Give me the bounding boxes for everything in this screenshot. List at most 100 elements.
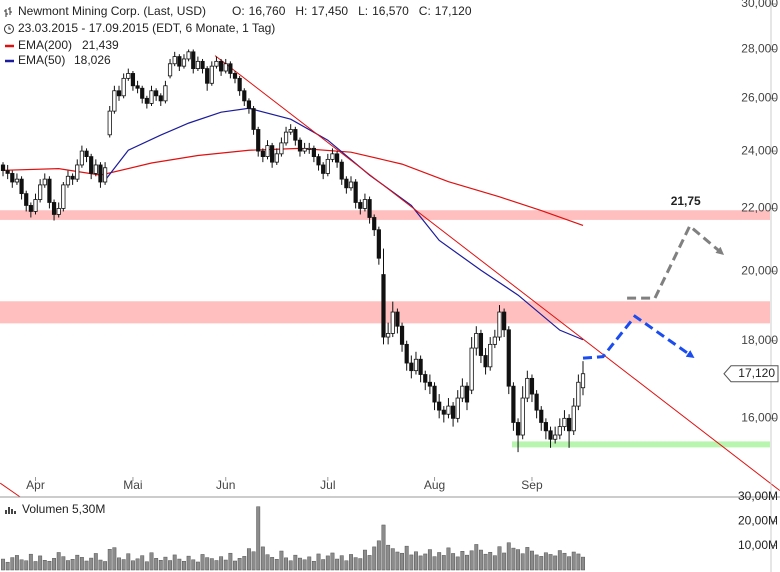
volume-bar	[567, 556, 572, 571]
candle-body	[279, 142, 284, 155]
volume-bar	[168, 560, 173, 571]
candle-body	[79, 150, 84, 166]
volume-bar	[460, 551, 465, 571]
candle-body	[260, 150, 265, 157]
y-tick-label: 16,000	[741, 411, 778, 425]
candle-body	[47, 178, 52, 203]
candle-body	[427, 381, 432, 387]
volume-bar	[61, 556, 66, 571]
y-tick-label: 22,000	[741, 201, 778, 215]
volume-bar	[474, 544, 479, 571]
volume-bar	[386, 544, 391, 571]
volume-bar	[553, 555, 558, 571]
candle-body	[334, 153, 340, 163]
candle-body	[98, 164, 103, 183]
candle-body	[562, 417, 567, 428]
legend-value: 18,026	[74, 53, 111, 67]
candle-body	[566, 417, 572, 432]
volume-bar	[311, 560, 316, 571]
x-tick-label: Apr	[26, 478, 45, 492]
volume-bar	[117, 557, 121, 571]
volume-bar	[242, 556, 247, 571]
candle-body	[576, 381, 581, 407]
candle-body	[413, 358, 419, 372]
candle-body	[75, 164, 80, 180]
volume-bar	[205, 557, 210, 571]
volume-bar	[539, 556, 544, 571]
volume-bar	[469, 550, 474, 571]
volume-bar	[353, 557, 358, 571]
volume-bar	[84, 560, 89, 571]
legend-value: 21,439	[82, 38, 119, 52]
candle-body	[460, 385, 465, 399]
candle-body	[515, 422, 521, 436]
volume-bar	[571, 551, 576, 571]
volume-bar	[506, 542, 511, 571]
candle-body	[455, 397, 460, 419]
y-tick-label: 24,000	[741, 143, 778, 157]
ema-line	[104, 107, 584, 341]
volume-bar	[302, 559, 307, 571]
trend-line	[0, 482, 21, 498]
candle-body	[218, 60, 224, 72]
candle-body	[502, 311, 507, 331]
quote-value: 17,450	[311, 4, 348, 18]
candle-body	[330, 153, 335, 160]
candle-body	[177, 56, 182, 67]
volume-bar	[79, 557, 84, 571]
projection-arrow	[627, 223, 725, 300]
candle-body	[353, 181, 358, 203]
title: Newmont Mining Corp. (Last, USD)	[18, 4, 206, 18]
candle-body	[270, 145, 275, 163]
volume-bar	[19, 559, 24, 571]
candle-body	[191, 51, 196, 69]
clock-hand	[8, 26, 11, 30]
candle-body	[38, 184, 43, 200]
volume-bar	[47, 560, 52, 571]
volume-bar	[163, 556, 168, 571]
volume-bar	[390, 548, 395, 571]
volume-bar	[154, 558, 159, 571]
quote-value: 17,120	[435, 4, 472, 18]
volume-bar	[316, 553, 321, 571]
candle-body	[107, 110, 112, 136]
candle-body	[548, 430, 553, 440]
candle-body	[497, 311, 502, 338]
x-tick-label: Jun	[216, 478, 235, 492]
y-tick-label: 30,000	[741, 0, 778, 10]
candle-body	[42, 178, 47, 186]
candle-body	[543, 422, 548, 432]
candle-body	[557, 426, 562, 436]
candle-body	[446, 405, 451, 415]
candle-body	[112, 90, 117, 112]
candle-body	[181, 58, 187, 67]
candle-body	[372, 217, 377, 231]
candle-body	[399, 325, 405, 345]
zone-band	[0, 210, 770, 220]
candle-body	[344, 178, 349, 189]
candle-body	[293, 129, 298, 141]
volume-bar	[24, 560, 29, 571]
candle-body	[51, 202, 57, 215]
candle-body	[321, 164, 326, 174]
volume-bar	[465, 554, 469, 571]
volume-bar	[140, 555, 145, 571]
zone-band	[512, 441, 770, 448]
candle-body	[297, 139, 303, 152]
candle-body	[186, 51, 191, 60]
volume-bar	[126, 553, 131, 571]
volume-bar	[446, 547, 451, 571]
volume-bar	[335, 558, 340, 571]
candle-body	[520, 397, 525, 436]
candle-body	[525, 377, 530, 399]
candle-body	[242, 90, 247, 102]
volume-bar	[483, 553, 488, 571]
volume-bar	[372, 546, 377, 571]
volume-bar	[502, 552, 507, 571]
y-tick-label: 28,000	[741, 42, 778, 56]
candle-body	[24, 193, 29, 206]
volume-bar	[511, 547, 516, 571]
quote-label: H:	[295, 4, 307, 18]
volume-bar	[400, 552, 405, 571]
